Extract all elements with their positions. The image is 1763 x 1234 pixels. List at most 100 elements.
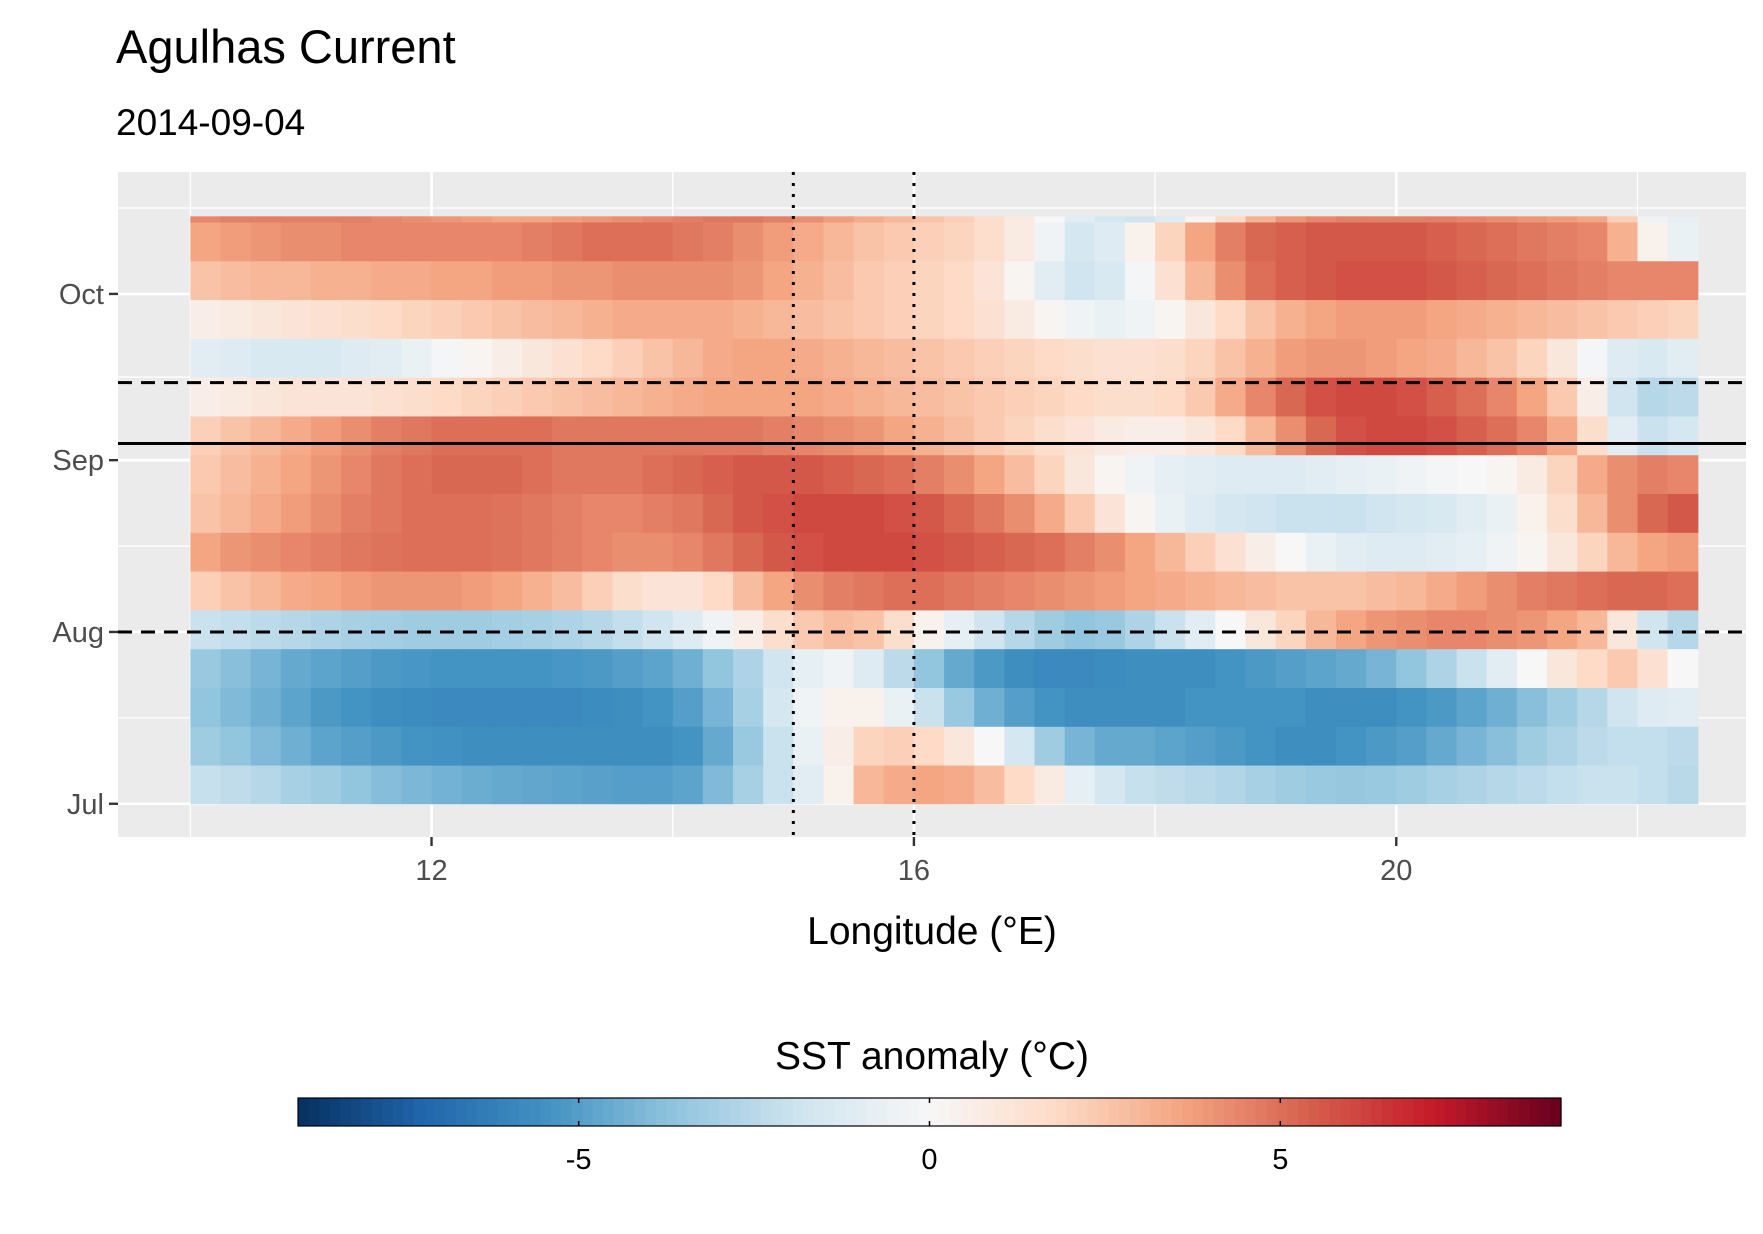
heatmap-cell bbox=[1547, 415, 1578, 456]
heatmap-cell bbox=[1004, 493, 1036, 533]
heatmap-cell bbox=[190, 221, 222, 262]
heatmap-cell bbox=[853, 648, 885, 688]
heatmap-cell bbox=[220, 299, 252, 339]
heatmap-cell bbox=[1215, 687, 1247, 727]
colorbar-segment bbox=[708, 1098, 720, 1126]
heatmap-cell bbox=[521, 454, 553, 495]
heatmap-cell bbox=[190, 764, 222, 805]
colorbar-segment bbox=[950, 1098, 962, 1126]
heatmap-cell bbox=[1064, 648, 1096, 688]
heatmap-cell bbox=[974, 726, 1005, 766]
heatmap-cell bbox=[341, 532, 372, 572]
heatmap-cell bbox=[702, 726, 734, 766]
heatmap-cell bbox=[401, 764, 433, 805]
heatmap-cell bbox=[491, 221, 523, 262]
heatmap-cell bbox=[1577, 260, 1608, 301]
heatmap-cell bbox=[1004, 260, 1036, 301]
y-tick-label: Sep bbox=[52, 445, 104, 477]
heatmap-cell bbox=[944, 221, 975, 262]
heatmap-cell bbox=[552, 299, 583, 339]
heatmap-cell bbox=[1547, 571, 1578, 611]
heatmap-cell bbox=[1547, 221, 1578, 262]
heatmap-cell bbox=[702, 299, 734, 339]
heatmap-cell bbox=[1396, 764, 1428, 805]
colorbar-segment bbox=[603, 1098, 615, 1126]
heatmap-cell bbox=[642, 726, 674, 766]
heatmap-cell bbox=[491, 532, 523, 572]
heatmap-cell bbox=[1637, 260, 1669, 301]
colorbar-segment bbox=[676, 1098, 689, 1126]
heatmap-cell bbox=[371, 415, 402, 456]
colorbar-segment bbox=[961, 1098, 973, 1126]
heatmap-cell bbox=[1516, 454, 1548, 495]
heatmap-cell bbox=[341, 609, 372, 650]
heatmap-cell bbox=[250, 764, 282, 805]
heatmap-cell bbox=[1215, 726, 1247, 766]
colorbar-segment bbox=[1192, 1098, 1204, 1126]
heatmap-cell bbox=[1577, 221, 1608, 262]
heatmap-cell bbox=[1335, 260, 1367, 301]
heatmap-cell bbox=[1004, 221, 1036, 262]
heatmap-cell bbox=[642, 648, 674, 688]
heatmap-cell bbox=[1185, 216, 1216, 223]
heatmap-cell bbox=[1366, 571, 1397, 611]
heatmap-cell bbox=[1366, 726, 1397, 766]
heatmap-cell bbox=[220, 493, 252, 533]
heatmap-cell bbox=[1245, 609, 1277, 650]
heatmap-cell bbox=[642, 221, 674, 262]
heatmap-cell bbox=[913, 221, 945, 262]
heatmap-cell bbox=[733, 609, 764, 650]
colorbar-segment bbox=[1150, 1098, 1162, 1126]
heatmap-cell bbox=[944, 648, 975, 688]
heatmap-cell bbox=[1245, 493, 1277, 533]
heatmap-cell bbox=[1215, 415, 1247, 456]
heatmap-cell bbox=[491, 338, 523, 378]
heatmap-cell bbox=[1426, 260, 1458, 301]
heatmap-cell bbox=[1426, 493, 1458, 533]
heatmap-cell bbox=[763, 764, 794, 805]
colorbar-segment bbox=[1529, 1098, 1541, 1126]
heatmap-cell bbox=[883, 299, 915, 339]
heatmap-cell bbox=[1396, 216, 1428, 223]
heatmap-cell bbox=[672, 609, 704, 650]
heatmap-cell bbox=[672, 338, 704, 378]
heatmap-cell bbox=[220, 221, 252, 262]
heatmap-cell bbox=[190, 415, 222, 456]
heatmap-cell bbox=[1094, 260, 1126, 301]
colorbar-segment bbox=[1287, 1098, 1299, 1126]
heatmap-cell bbox=[733, 571, 764, 611]
heatmap-cell bbox=[823, 338, 855, 378]
heatmap-cell bbox=[310, 454, 342, 495]
heatmap-cell bbox=[1577, 454, 1608, 495]
heatmap-cell bbox=[1456, 260, 1488, 301]
heatmap-cell bbox=[1124, 454, 1156, 495]
heatmap-cell bbox=[733, 221, 764, 262]
heatmap-cell bbox=[1366, 216, 1397, 223]
heatmap-cell bbox=[1155, 726, 1186, 766]
heatmap-cell bbox=[793, 454, 825, 495]
heatmap-cell bbox=[1667, 726, 1699, 766]
heatmap-cell bbox=[461, 216, 493, 223]
heatmap-cell bbox=[341, 260, 372, 301]
colorbar-segment bbox=[424, 1098, 436, 1126]
colorbar-segment bbox=[476, 1098, 489, 1126]
colorbar-segment bbox=[897, 1098, 910, 1126]
heatmap-cell bbox=[944, 338, 975, 378]
heatmap-cell bbox=[612, 216, 644, 223]
heatmap-cell bbox=[1577, 338, 1608, 378]
heatmap-cell bbox=[552, 493, 583, 533]
heatmap-cell bbox=[1516, 532, 1548, 572]
heatmap-cell bbox=[1275, 260, 1307, 301]
heatmap-cell bbox=[642, 454, 674, 495]
heatmap-cell bbox=[1185, 609, 1216, 650]
heatmap-cell bbox=[1245, 221, 1277, 262]
heatmap-cell bbox=[1486, 609, 1518, 650]
heatmap-cell bbox=[672, 216, 704, 223]
heatmap-cell bbox=[913, 532, 945, 572]
heatmap-cell bbox=[733, 415, 764, 456]
heatmap-cell bbox=[733, 216, 764, 223]
heatmap-cell bbox=[1004, 609, 1036, 650]
heatmap-cell bbox=[1155, 216, 1186, 223]
heatmap-cell bbox=[250, 260, 282, 301]
colorbar-segment bbox=[1161, 1098, 1173, 1126]
